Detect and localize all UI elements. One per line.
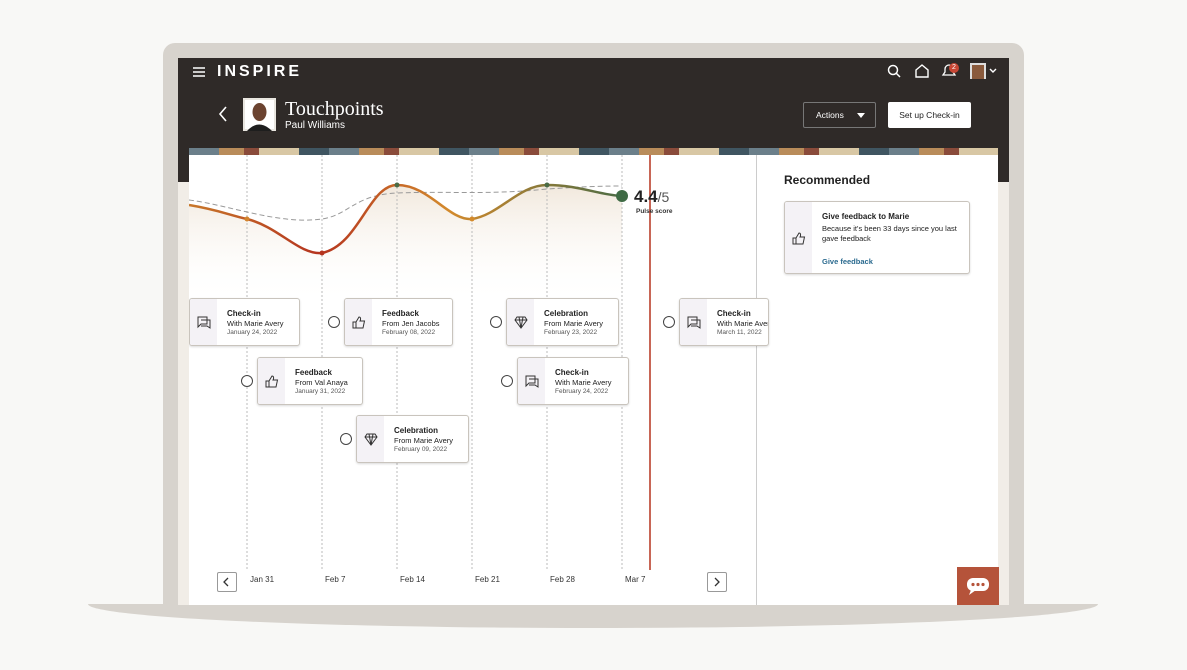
dropdown-icon: [857, 112, 865, 118]
touchpoint-card[interactable]: Check-in With Marie Avery February 24, 202…: [517, 357, 629, 405]
employee-name: Paul Williams: [285, 120, 346, 131]
card-type: Check-in: [717, 309, 751, 318]
card-type: Feedback: [382, 309, 419, 318]
pulse-points: [244, 182, 628, 256]
card-from: From Val Anaya: [295, 378, 348, 387]
card-icon: [687, 316, 701, 329]
touchpoint-card[interactable]: Check-in With Marie Avery January 24, 2022: [189, 298, 300, 346]
card-date: January 24, 2022: [227, 329, 278, 336]
give-feedback-link[interactable]: Give feedback: [822, 257, 873, 266]
card-type: Feedback: [295, 368, 332, 377]
timeline-marker: [501, 375, 513, 387]
card-type: Celebration: [394, 426, 439, 435]
laptop-base: [88, 604, 1098, 628]
timeline-marker: [490, 316, 502, 328]
pulse-chart: [189, 155, 651, 570]
chat-button[interactable]: [957, 567, 999, 605]
pulse-score: 4.4/5: [634, 187, 669, 207]
divider: [756, 155, 757, 605]
card-date: February 24, 2022: [555, 388, 609, 395]
card-icon: [265, 375, 279, 388]
card-type: Check-in: [555, 368, 589, 377]
recommendation-title: Give feedback to Marie: [822, 212, 910, 221]
card-icon: [364, 433, 378, 446]
card-side: [357, 416, 384, 462]
decorative-strip: [189, 148, 998, 156]
date-label: Feb 7: [325, 575, 346, 584]
card-from: From Marie Avery: [544, 319, 604, 328]
card-from: From Marie Avery: [394, 436, 454, 445]
page-title: Touchpoints: [285, 98, 384, 120]
prev-icon: [223, 577, 229, 587]
setup-checkin-button[interactable]: Set up Check-in: [888, 102, 971, 128]
card-date: February 09, 2022: [394, 446, 448, 453]
recommendation-text: Because it's been 33 days since you last…: [822, 224, 957, 243]
recommended-title: Recommended: [784, 173, 871, 187]
touchpoint-card[interactable]: Celebration From Marie Avery February 09, …: [356, 415, 469, 463]
card-from: With Marie Avery: [717, 319, 769, 328]
card-side: [258, 358, 285, 404]
date-label: Jan 31: [250, 575, 275, 584]
week-lines: [246, 155, 623, 570]
card-from: With Marie Avery: [227, 319, 284, 328]
card-icon: [525, 375, 539, 388]
card-side: [345, 299, 372, 345]
actions-button[interactable]: Actions: [803, 102, 876, 128]
touchpoint-card[interactable]: Check-in With Marie Avery March 11, 2022: [679, 298, 769, 346]
score-max: /5: [657, 189, 670, 205]
score: 4.4: [634, 187, 658, 206]
card-side: [518, 358, 545, 404]
card-from: From Jen Jacobs: [382, 319, 440, 328]
card-date: March 11, 2022: [717, 329, 762, 336]
header-icons: [887, 63, 997, 79]
card-date: February 23, 2022: [544, 329, 598, 336]
screen: INSPIRE 2 Touchpoints Paul Williams Acti…: [178, 58, 1009, 605]
chat-icon: [967, 578, 989, 595]
card-side: [785, 202, 812, 273]
actions-label: Actions: [816, 110, 844, 120]
card-side: [680, 299, 707, 345]
content-panel: 4.4/5 Pulse score Recommended Give feedb…: [189, 155, 998, 605]
date-label: Feb 14: [400, 575, 425, 584]
touchpoint-card[interactable]: Feedback From Val Anaya January 31, 2022: [257, 357, 363, 405]
next-button[interactable]: [707, 572, 727, 592]
logo[interactable]: INSPIRE: [217, 63, 303, 80]
card-side: [190, 299, 217, 345]
menu-icon[interactable]: [192, 66, 206, 78]
date-label: Feb 28: [550, 575, 575, 584]
timeline-marker: [340, 433, 352, 445]
recommendation-card[interactable]: Give feedback to Marie Because it's been…: [784, 201, 970, 274]
card-icon: [352, 316, 366, 329]
card-date: January 31, 2022: [295, 388, 346, 395]
thumb-icon: [792, 232, 806, 245]
date-label: Mar 7: [625, 575, 646, 584]
avatar: [243, 98, 276, 131]
touchpoint-card[interactable]: Celebration From Marie Avery February 23, …: [506, 298, 619, 346]
prev-button[interactable]: [217, 572, 237, 592]
card-icon: [197, 316, 211, 329]
average-line: [189, 185, 623, 221]
timeline-marker: [328, 316, 340, 328]
card-icon: [514, 316, 528, 329]
timeline-marker: [241, 375, 253, 387]
notification-badge: 2: [949, 63, 959, 73]
date-label: Feb 21: [475, 575, 500, 584]
card-date: February 08, 2022: [382, 329, 436, 336]
card-from: With Marie Avery: [555, 378, 612, 387]
pulse-area: [189, 185, 622, 305]
back-button[interactable]: [218, 106, 228, 122]
pulse-label: Pulse score: [636, 208, 673, 215]
touchpoint-card[interactable]: Feedback From Jen Jacobs February 08, 2022: [344, 298, 453, 346]
card-type: Celebration: [544, 309, 589, 318]
card-type: Check-in: [227, 309, 261, 318]
next-icon: [714, 577, 720, 587]
timeline-marker: [663, 316, 675, 328]
card-side: [507, 299, 534, 345]
